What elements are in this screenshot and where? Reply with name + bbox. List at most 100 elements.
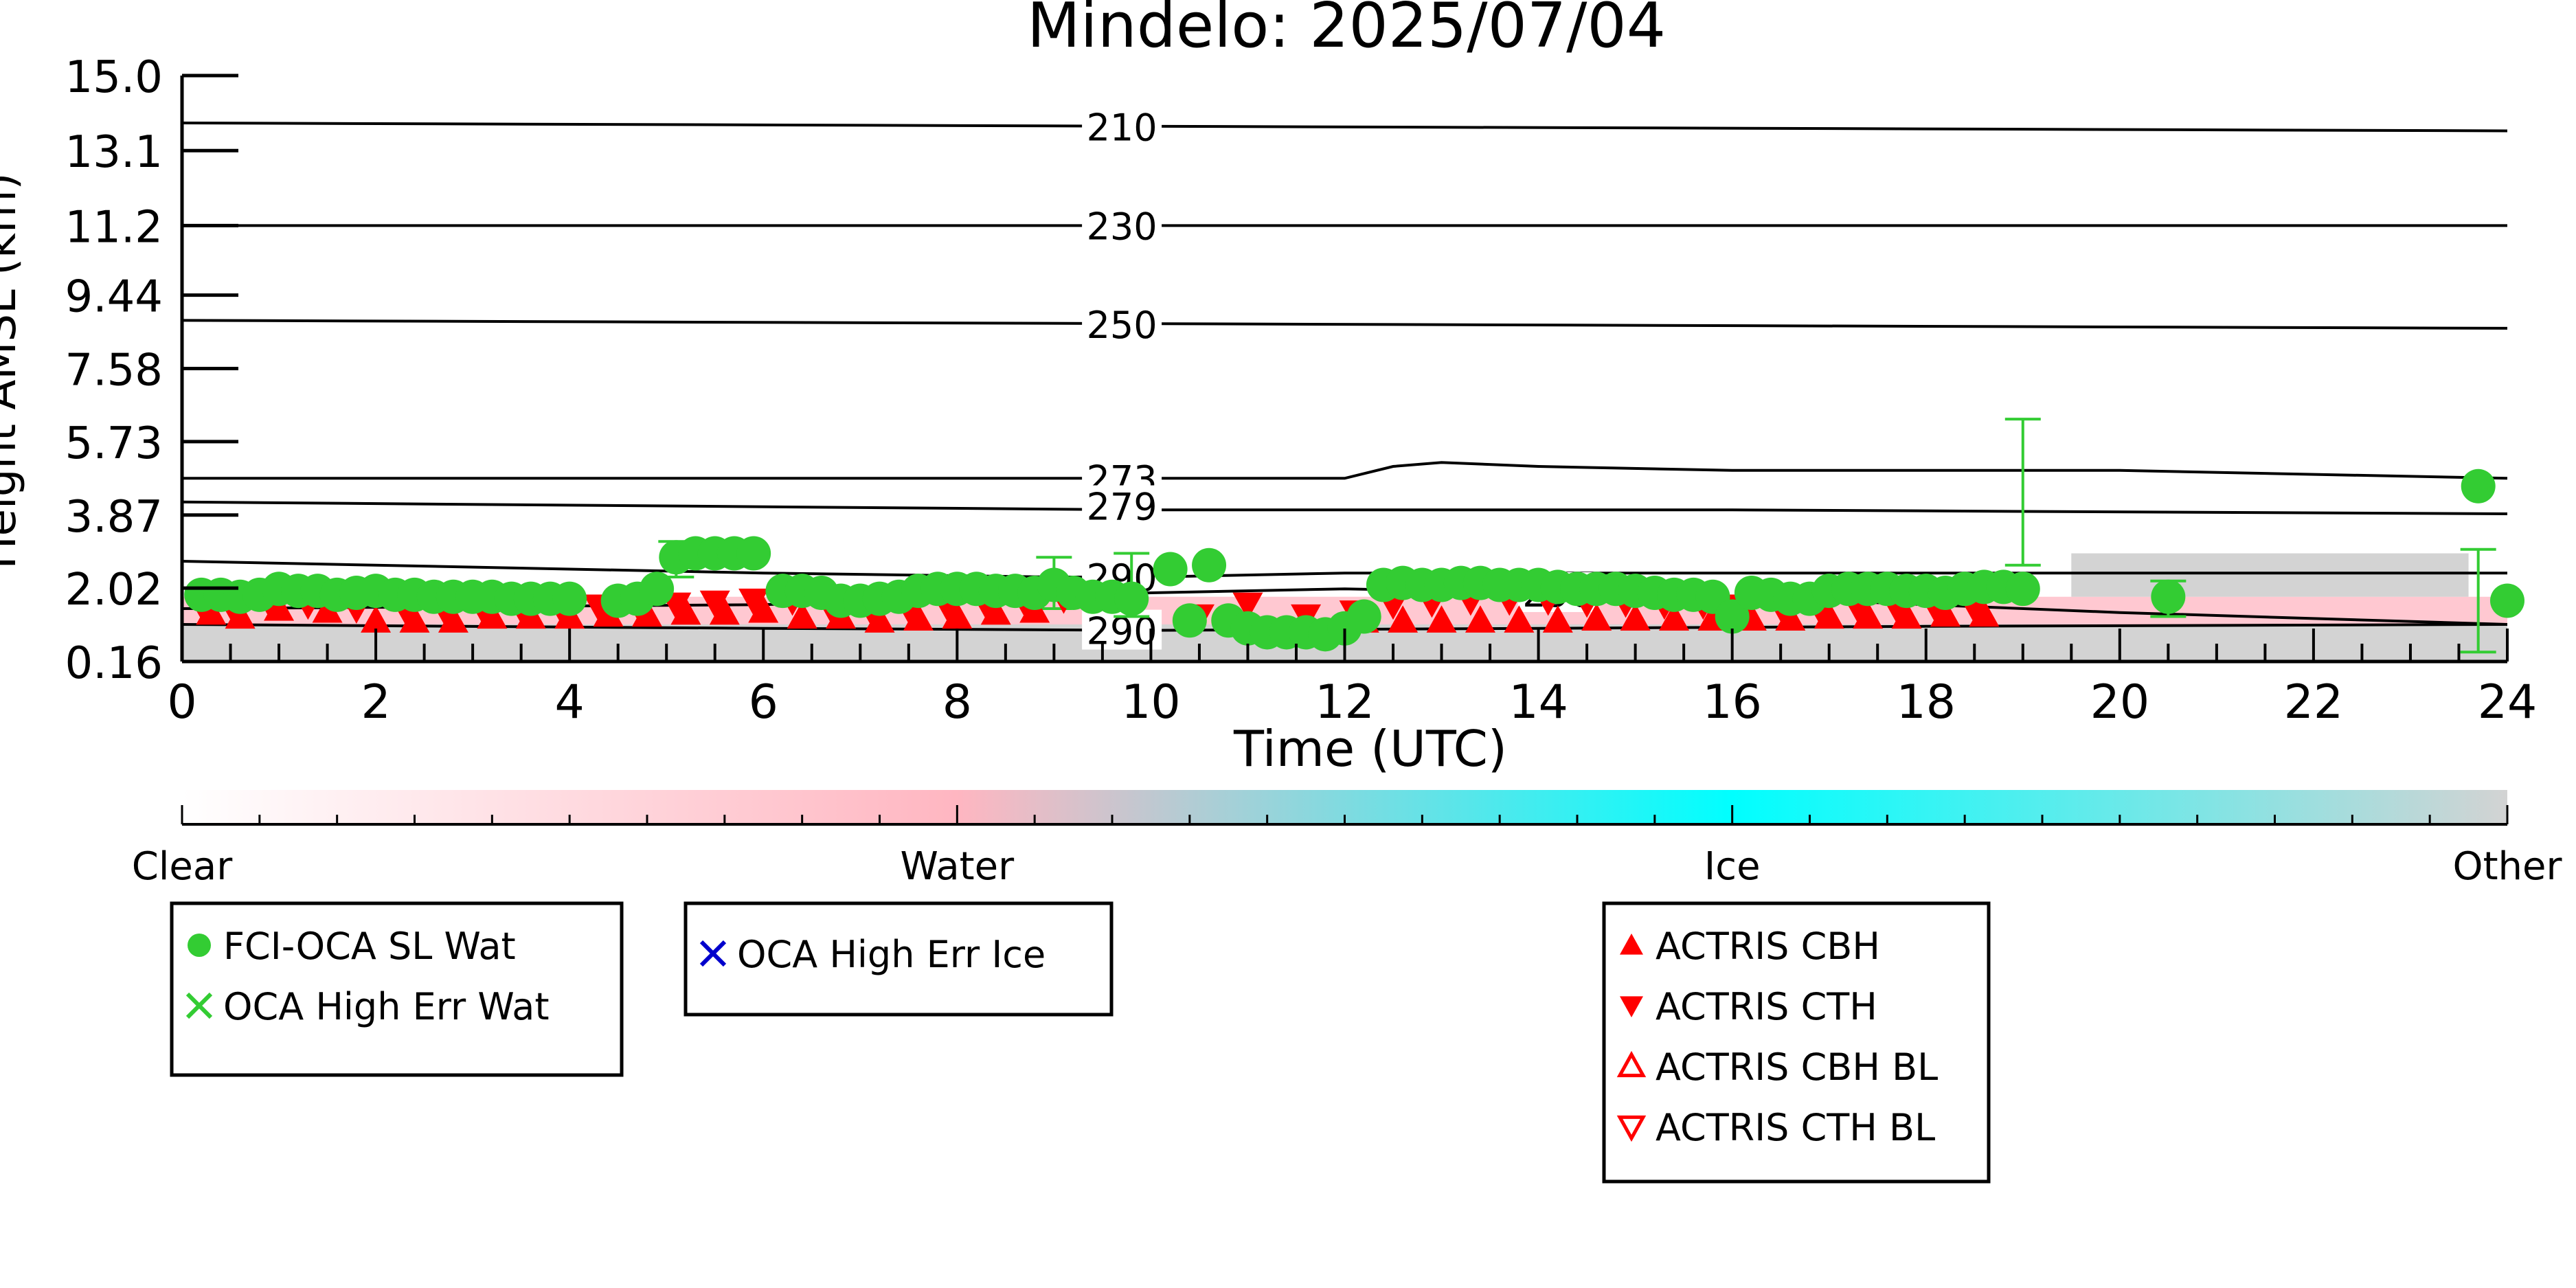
x-tick-label: 0 (167, 675, 196, 730)
data-point (1153, 552, 1188, 587)
legend-marker (1620, 996, 1643, 1017)
contour-label: 279 (1087, 486, 1157, 529)
data-point (552, 581, 587, 616)
x-tick-label: 24 (2478, 675, 2538, 730)
contour-line-279 (181, 500, 2508, 515)
chart-title: Mindelo: 2025/07/04 (1027, 0, 1666, 62)
y-tick-label: 7.58 (65, 346, 163, 396)
data-point (438, 605, 468, 633)
legend-box-1: FCI-OCA SL Wat OCA High Err Wat (170, 901, 624, 1077)
data-point (2490, 583, 2524, 618)
data-point (225, 601, 256, 629)
legend-box-2: OCA High Err Ice (683, 901, 1114, 1017)
colorbar-label: Clear (132, 844, 233, 889)
legend-marker (699, 940, 727, 967)
data-point (196, 597, 227, 625)
x-stroke (185, 992, 213, 1019)
legend-label: OCA High Err Wat (223, 985, 550, 1028)
data-point (699, 590, 730, 618)
data-point (1172, 603, 1207, 638)
data-point (1232, 592, 1263, 620)
data-point (1891, 601, 1922, 629)
data-point (2151, 579, 2186, 614)
data-point (1192, 547, 1227, 583)
data-point (1426, 605, 1457, 633)
data-point (1853, 601, 1884, 629)
legend-marker (185, 992, 213, 1019)
data-point (1504, 605, 1535, 633)
colorbar-label: Other (2452, 844, 2562, 889)
y-tick-label: 0.16 (65, 638, 163, 689)
contour-label-bg (1082, 106, 1162, 146)
x-tick-label: 6 (749, 675, 778, 730)
legend-label: ACTRIS CBH (1656, 925, 1880, 968)
data-point (748, 595, 779, 623)
data-point (2461, 468, 2496, 504)
colorbar-label: Ice (1704, 844, 1761, 889)
data-point (1346, 599, 1381, 634)
data-point (736, 536, 771, 571)
data-point (361, 605, 392, 633)
x-tick-label: 18 (1896, 675, 1956, 730)
data-point (1775, 603, 1806, 631)
legend-label: ACTRIS CTH (1656, 985, 1877, 1028)
legend-marker (1620, 934, 1643, 955)
y-tick-label: 2.02 (65, 565, 163, 615)
data-point (1114, 581, 1149, 616)
legend-marker (1616, 1115, 1647, 1142)
data-point (632, 599, 662, 627)
data-point (2005, 572, 2040, 607)
colorbar-label: Water (901, 844, 1015, 889)
legend-label: ACTRIS CTH BL (1656, 1106, 1935, 1149)
contour-label-bg (1082, 485, 1162, 526)
background-fill-other (2071, 553, 2469, 597)
data-point (640, 572, 675, 607)
x-tick-label: 10 (1121, 675, 1181, 730)
data-point (477, 601, 508, 629)
data-point (903, 603, 934, 631)
legend-label: OCA High Err Ice (737, 933, 1046, 976)
x-tick-label: 12 (1315, 675, 1375, 730)
y-tick-label: 15.0 (65, 52, 163, 103)
contour-line-273 (182, 461, 2508, 480)
data-point (787, 601, 817, 629)
data-point (864, 605, 895, 633)
x-tick-label: 20 (2090, 675, 2150, 730)
contour-label-bg (1082, 205, 1162, 245)
colorbar: Clear Water Ice Other (132, 790, 2562, 889)
x-tick-label: 16 (1702, 675, 1762, 730)
contour-line-250 (181, 319, 2508, 330)
x-tick-label: 22 (2284, 675, 2344, 730)
data-point (709, 597, 740, 625)
axes: 0 2 4 6 8 10 12 14 16 18 20 22 2415.013.111.29.447.5… (65, 52, 2538, 730)
x-axis-label: Time (UTC) (1233, 720, 1507, 778)
contour-line-210 (181, 122, 2508, 133)
data-point (399, 605, 430, 633)
legend-label: ACTRIS CBH BL (1656, 1046, 1938, 1089)
data-point (1388, 605, 1419, 633)
series-fci-oca-sl-wat (184, 468, 2524, 652)
data-point (1715, 599, 1750, 634)
y-tick-label: 13.1 (65, 127, 163, 178)
legend-frame (1602, 901, 1991, 1184)
contour-label: 230 (1087, 205, 1157, 248)
data-point (312, 595, 343, 623)
y-tick-label: 3.87 (65, 492, 163, 543)
y-axis-label: Height AMSL (km) (0, 173, 26, 569)
legend-marker (1616, 1050, 1647, 1078)
y-tick-label: 11.2 (65, 202, 163, 253)
data-point (980, 597, 1011, 625)
data-series (184, 468, 2524, 652)
x-tick-label: 8 (942, 675, 972, 730)
data-point (670, 597, 701, 625)
data-point (738, 588, 769, 616)
data-point (1542, 605, 1573, 633)
legends: FCI-OCA SL Wat OCA High Err Wat OCA High E… (170, 901, 1991, 1184)
legend-marker (188, 934, 211, 957)
data-point (1620, 603, 1651, 631)
contour-label: 210 (1087, 106, 1157, 150)
y-tick-label: 9.44 (65, 272, 163, 323)
x-stroke (699, 940, 727, 967)
x-tick-label: 4 (555, 675, 585, 730)
